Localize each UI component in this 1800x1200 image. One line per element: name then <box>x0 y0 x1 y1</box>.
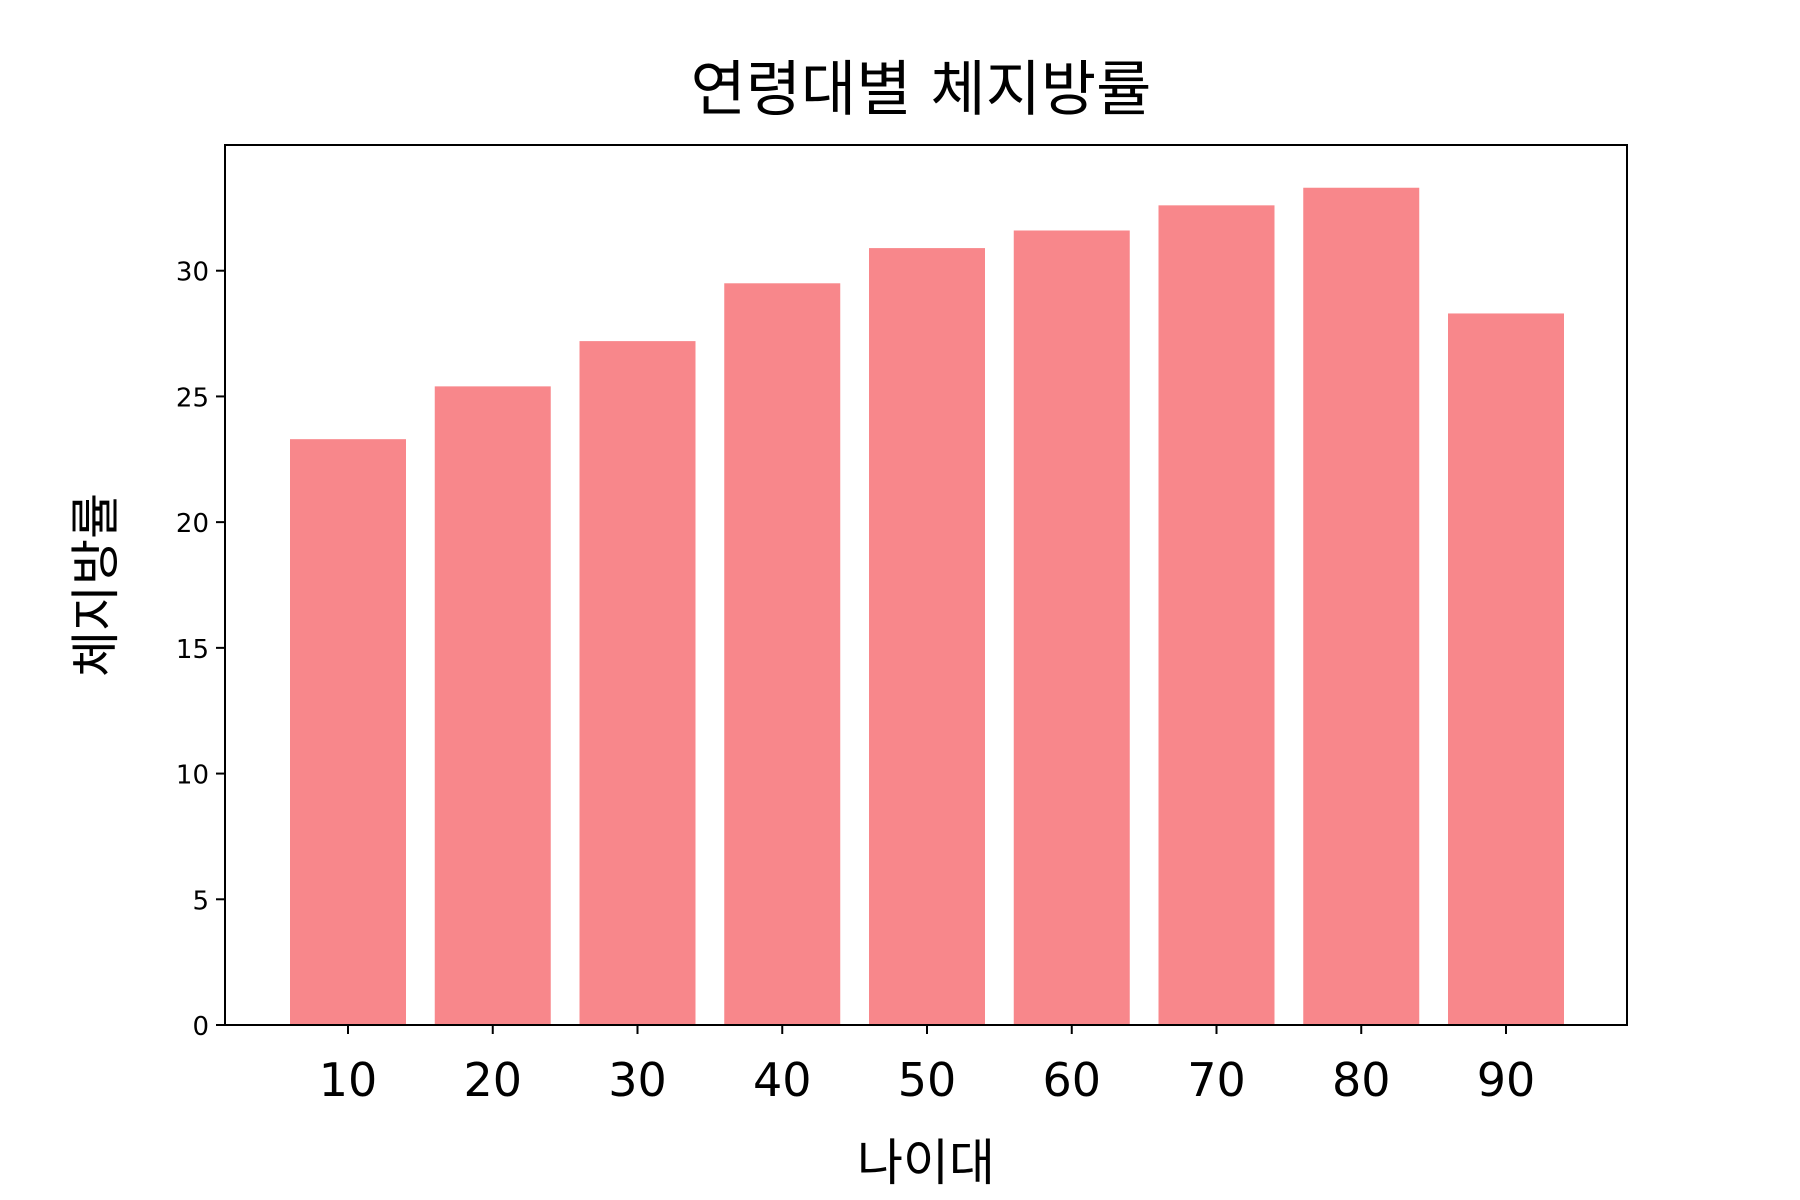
x-axis: 10 20 30 40 50 60 70 80 90 <box>319 1025 1536 1107</box>
x-tick-label: 80 <box>1332 1053 1391 1107</box>
y-axis-label: 체지방률 <box>67 493 125 677</box>
bar-40 <box>724 283 841 1025</box>
y-tick-label: 5 <box>192 886 209 916</box>
x-tick-label: 10 <box>319 1053 378 1107</box>
y-tick-label: 25 <box>176 383 209 413</box>
bar-10 <box>290 439 406 1025</box>
chart-title: 연령대별 체지방률 <box>691 55 1152 125</box>
y-tick-label: 20 <box>176 509 209 539</box>
y-tick-label: 30 <box>176 258 209 288</box>
x-tick-label: 70 <box>1187 1053 1246 1107</box>
x-tick-label: 90 <box>1477 1053 1536 1107</box>
x-tick-label: 60 <box>1042 1053 1101 1107</box>
x-tick-label: 40 <box>753 1053 812 1107</box>
bars-group <box>290 187 1564 1026</box>
x-tick-label: 20 <box>463 1053 522 1107</box>
y-tick-label: 10 <box>176 761 209 791</box>
y-axis: 0 5 10 15 20 25 30 <box>176 258 225 1042</box>
x-tick-label: 30 <box>608 1053 667 1107</box>
bar-80 <box>1303 187 1420 1026</box>
x-tick-label: 50 <box>898 1053 957 1107</box>
x-axis-label: 나이대 <box>857 1134 995 1192</box>
bar-90 <box>1448 313 1564 1026</box>
bar-50 <box>869 248 985 1026</box>
bar-30 <box>579 341 696 1025</box>
bar-20 <box>434 386 551 1025</box>
y-tick-label: 0 <box>192 1012 209 1042</box>
bar-60 <box>1013 230 1130 1026</box>
bar-70 <box>1158 205 1275 1026</box>
y-tick-label: 15 <box>176 635 209 665</box>
